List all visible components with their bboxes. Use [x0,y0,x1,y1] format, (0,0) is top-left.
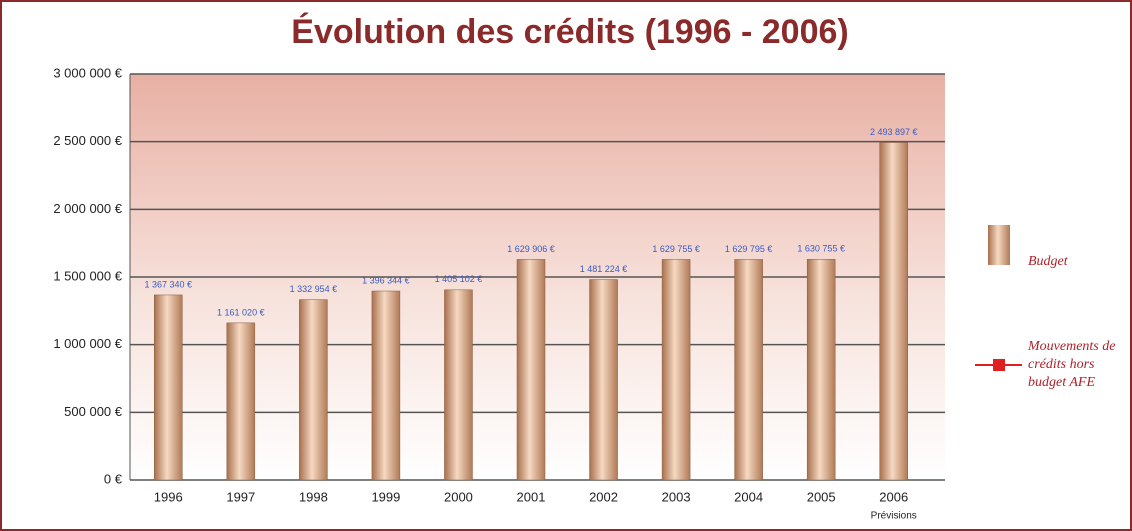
bar [226,322,256,481]
x-tick-label: 1996 [154,489,183,504]
data-label: 1 630 755 € [797,244,845,254]
x-tick-label: 2001 [517,489,546,504]
data-label: 1 629 906 € [507,244,555,254]
x-tick-label: 2005 [807,489,836,504]
bar [154,294,183,481]
data-label: 1 396 344 € [362,275,410,285]
x-tick-label: 2004 [734,489,763,504]
data-label: 1 367 340 € [144,279,192,289]
x-annotation: Prévisions [871,511,917,522]
bar [589,279,618,481]
y-tick-label: 1 000 000 € [53,336,122,351]
x-tick-label: 1998 [299,489,328,504]
y-tick-label: 2 000 000 € [53,201,122,216]
x-tick-label: 2003 [662,489,691,504]
y-tick-label: 1 500 000 € [53,268,122,283]
bar [516,259,546,481]
bar [444,289,473,481]
x-tick-label: 2006 [879,489,908,504]
chart-title: Évolution des crédits (1996 - 2006) [291,13,848,51]
data-label: 1 629 795 € [725,244,773,254]
y-tick-label: 3 000 000 € [53,65,122,80]
bar [371,290,401,481]
data-label: 1 161 020 € [217,307,265,317]
bar [806,259,836,481]
legend-label: Mouvements de crédits hors budget AFE [1028,339,1116,390]
data-label: 1 481 224 € [580,264,628,274]
bar [734,259,763,481]
data-label: 1 405 102 € [435,274,483,284]
legend-label: Budget [1028,254,1068,269]
data-label: 1 332 954 € [290,284,338,294]
legend-swatch [988,225,1010,265]
y-tick-label: 2 500 000 € [53,133,122,148]
x-tick-label: 2000 [444,489,473,504]
bar [299,299,328,481]
x-tick-label: 2002 [589,489,618,504]
legend-marker [993,359,1005,371]
data-label: 2 493 897 € [870,127,918,137]
bar [661,259,691,481]
x-tick-label: 1999 [371,489,400,504]
y-tick-label: 0 € [104,471,123,486]
data-label: 1 629 755 € [652,244,700,254]
x-tick-label: 1997 [226,489,255,504]
y-tick-label: 500 000 € [64,404,123,419]
bar [879,142,908,481]
